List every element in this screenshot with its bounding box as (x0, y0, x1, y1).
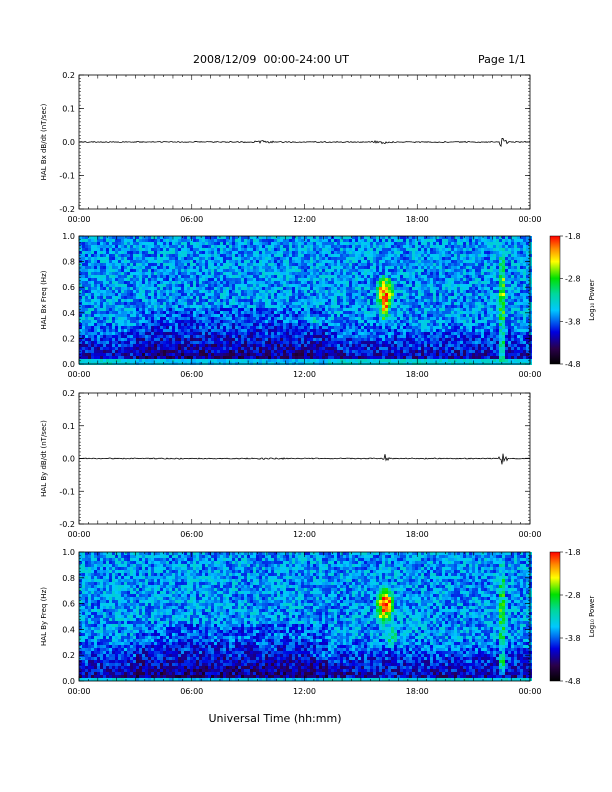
x-tick-label: 00:00 (67, 687, 90, 696)
x-tick-label: 06:00 (180, 687, 203, 696)
x-tick-label: 12:00 (293, 215, 316, 224)
y-tick-label: 0.2 (62, 651, 75, 660)
x-tick-label: 06:00 (180, 215, 203, 224)
x-tick-label: 12:00 (293, 687, 316, 696)
colorbar-tick-label: -2.8 (565, 591, 581, 600)
x-tick-label: 18:00 (406, 370, 429, 379)
x-axis-label: Universal Time (hh:mm) (209, 712, 342, 725)
y-axis-label: HAL Bx dB/dt (nT/sec) (40, 103, 48, 180)
colorbar-label: Log₁₀ Power (588, 596, 596, 638)
y-tick-label: 0.0 (62, 360, 75, 369)
x-tick-label: 06:00 (180, 530, 203, 539)
colorbar-label: Log₁₀ Power (588, 279, 596, 321)
colorbar-tick-label: -4.8 (565, 360, 581, 369)
y-tick-label: -0.1 (59, 172, 75, 181)
x-tick-label: 18:00 (406, 215, 429, 224)
y-tick-label: 0.1 (62, 422, 75, 431)
y-tick-label: 0.0 (62, 138, 75, 147)
y-tick-label: 0.2 (62, 334, 75, 343)
y-tick-label: -0.2 (59, 520, 75, 529)
y-tick-label: 0.6 (62, 283, 75, 292)
y-tick-label: 0.8 (62, 574, 75, 583)
x-tick-label: 06:00 (180, 370, 203, 379)
colorbar-tick-label: -2.8 (565, 275, 581, 284)
colorbar-tick-label: -4.8 (565, 677, 581, 686)
y-tick-label: 0.8 (62, 258, 75, 267)
y-tick-label: 1.0 (62, 232, 75, 241)
x-tick-label: 18:00 (406, 687, 429, 696)
y-tick-label: 0.0 (62, 677, 75, 686)
x-tick-label: 00:00 (518, 530, 541, 539)
spectrogram (79, 236, 532, 365)
y-axis-label: HAL Bx Freq (Hz) (40, 270, 48, 329)
x-tick-label: 12:00 (293, 530, 316, 539)
y-tick-label: 0.1 (62, 105, 75, 114)
colorbar-tick-label: -3.8 (565, 317, 581, 326)
x-tick-label: 00:00 (518, 687, 541, 696)
colorbar (549, 235, 561, 365)
y-tick-label: 0.4 (62, 309, 75, 318)
colorbar-tick-label: -3.8 (565, 634, 581, 643)
y-tick-label: -0.1 (59, 487, 75, 496)
series-line (78, 137, 531, 148)
y-tick-label: 0.2 (62, 71, 75, 80)
colorbar-tick-label: -1.8 (565, 232, 581, 241)
y-axis-label: HAL By dB/dt (nT/sec) (40, 420, 48, 497)
colorbar-tick-label: -1.8 (565, 548, 581, 557)
y-axis-label: HAL By Freq (Hz) (40, 587, 48, 646)
x-tick-label: 00:00 (518, 370, 541, 379)
page-number: Page 1/1 (478, 53, 526, 66)
spectrogram (79, 552, 532, 681)
y-tick-label: 1.0 (62, 548, 75, 557)
series-line (78, 453, 531, 465)
page-title: 2008/12/09 00:00-24:00 UT (193, 53, 350, 66)
x-tick-label: 00:00 (518, 215, 541, 224)
x-tick-label: 00:00 (67, 370, 90, 379)
y-tick-label: 0.6 (62, 600, 75, 609)
y-tick-label: -0.2 (59, 205, 75, 214)
x-tick-label: 18:00 (406, 530, 429, 539)
y-tick-label: 0.4 (62, 625, 75, 634)
y-tick-label: 0.2 (62, 389, 75, 398)
x-tick-label: 00:00 (67, 530, 90, 539)
x-tick-label: 12:00 (293, 370, 316, 379)
y-tick-label: 0.0 (62, 455, 75, 464)
colorbar (549, 551, 561, 682)
x-tick-label: 00:00 (67, 215, 90, 224)
